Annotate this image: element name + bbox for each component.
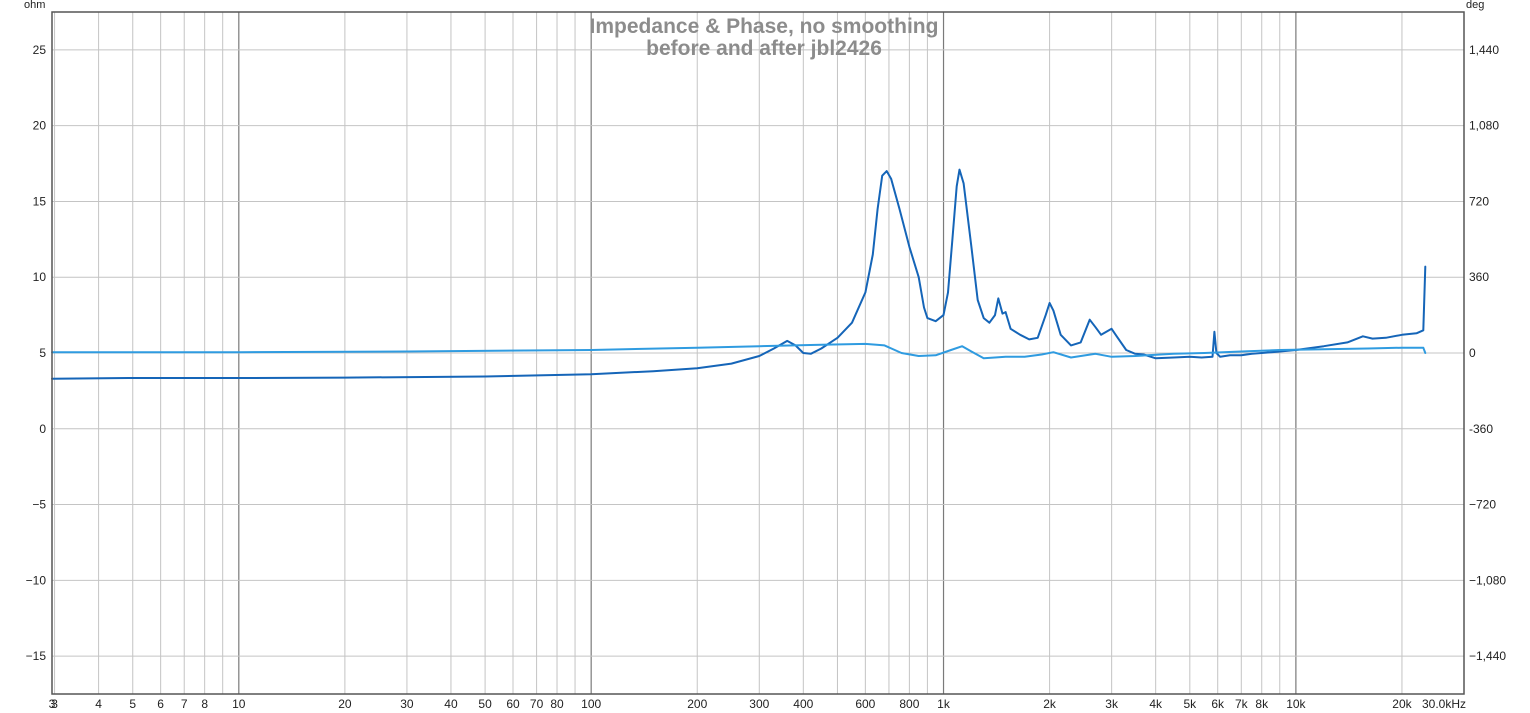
x-tick-label: 20k	[1392, 697, 1412, 711]
x-tick-label: 400	[793, 697, 813, 711]
x-tick-label: 300	[749, 697, 769, 711]
x-tick-label: 4k	[1149, 697, 1163, 711]
y2-tick-label: −720	[1469, 498, 1496, 512]
x-tick-label: 3	[49, 697, 56, 711]
y-tick-label: 15	[33, 194, 47, 208]
x-tick-label: 2k	[1043, 697, 1057, 711]
x-tick-label: 10	[232, 697, 246, 711]
chart-subtitle: before and after jbl2426	[646, 37, 882, 60]
x-tick-label: 100	[581, 697, 601, 711]
x-tick-label: 8	[201, 697, 208, 711]
series-line-1	[51, 168, 1427, 380]
y2-tick-label: 1,440	[1469, 43, 1499, 57]
x-tick-label: 8k	[1255, 697, 1269, 711]
y2-axis-tick-labels: 1,440 1,080 720 360 0 -360 −720 −1,080 −1,440	[1469, 43, 1506, 663]
y-tick-label: 25	[33, 43, 47, 57]
y2-tick-label: 1,080	[1469, 119, 1499, 133]
y2-axis-unit: deg	[1466, 0, 1484, 11]
x-tick-label: 1k	[937, 697, 951, 711]
x-tick-label: 800	[899, 697, 919, 711]
x-tick-label: 5	[129, 697, 136, 711]
x-tick-label: 20	[338, 697, 352, 711]
plot-frame	[51, 11, 1465, 695]
x-tick-label: 600	[855, 697, 875, 711]
x-tick-label: 80	[550, 697, 564, 711]
x-tick-label: 60	[506, 697, 520, 711]
x-tick-label: 70	[530, 697, 544, 711]
y-tick-label: 20	[33, 119, 47, 133]
y2-tick-label: 720	[1469, 194, 1489, 208]
x-tick-label: 3	[51, 697, 58, 711]
y2-tick-label: −1,440	[1469, 649, 1506, 663]
y-tick-label: 5	[39, 346, 46, 360]
y-tick-label: −10	[26, 573, 47, 587]
chart-title: Impedance & Phase, no smoothing	[590, 15, 939, 38]
series-line-2	[51, 342, 1427, 360]
x-tick-label: 200	[687, 697, 707, 711]
x-tick-label: 3k	[1105, 697, 1119, 711]
y-tick-label: 0	[39, 422, 46, 436]
grid-lines	[52, 12, 1464, 694]
x-tick-label: 30	[400, 697, 414, 711]
y-axis-tick-labels: 25 20 15 10 5 0 −5 −10 −15	[26, 43, 47, 663]
x-tick-label: 5k	[1183, 697, 1197, 711]
y-axis-unit: ohm	[24, 0, 45, 11]
y2-tick-label: −1,080	[1469, 573, 1506, 587]
x-tick-label: 40	[444, 697, 458, 711]
y-tick-label: 10	[33, 270, 47, 284]
x-tick-label: 7k	[1235, 697, 1249, 711]
y2-tick-label: 360	[1469, 270, 1489, 284]
x-tick-label: 6	[157, 697, 164, 711]
x-tick-label: 4	[95, 697, 102, 711]
y-tick-label: −5	[32, 498, 46, 512]
series-group	[51, 168, 1427, 380]
y2-tick-label: 0	[1469, 346, 1476, 360]
x-tick-label: 30.0kHz	[1422, 697, 1466, 711]
y-tick-label: −15	[26, 649, 47, 663]
x-tick-label: 10k	[1286, 697, 1306, 711]
x-tick-label: 7	[181, 697, 188, 711]
y2-tick-label: -360	[1469, 422, 1493, 436]
x-axis-tick-labels: 33 4 5 6 7 8 10 20 30 40 50 60 70 80 100 200 300 400 600 80…	[49, 697, 1466, 711]
x-tick-label: 50	[478, 697, 492, 711]
x-tick-label: 6k	[1211, 697, 1225, 711]
